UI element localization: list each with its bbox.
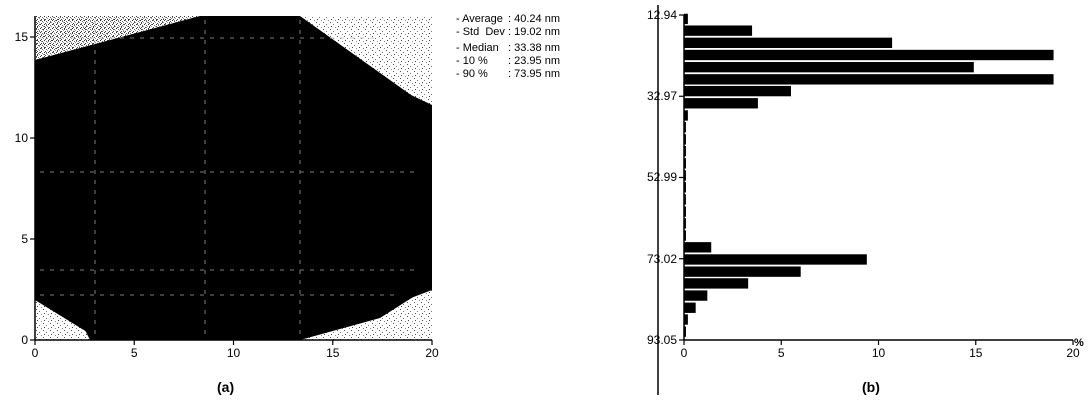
stat-name: - Average (456, 13, 503, 25)
histogram-bar (684, 13, 688, 25)
histogram-bar (684, 326, 686, 337)
histogram-bar (684, 254, 867, 265)
stat-name: - 90 % (456, 68, 488, 80)
histogram-bar (684, 158, 686, 169)
stat-name: - 10 % (456, 55, 488, 67)
histogram-bar (684, 278, 749, 289)
histogram-bar (684, 110, 688, 121)
histogram-x-tick-label: 20 (1066, 346, 1080, 360)
afm-image-dark-core (70, 16, 432, 340)
panel-a-label: (a) (217, 379, 235, 395)
histogram-x-tick-label: 15 (969, 346, 983, 360)
panel-b-label: (b) (862, 379, 880, 395)
histogram-bar (684, 134, 686, 145)
afm-x-ticks (34, 340, 433, 345)
histogram-bar (684, 230, 686, 241)
histogram-x-unit: % (1074, 337, 1084, 349)
stat-name: - Std Dev (456, 26, 505, 38)
stat-value: : 40.24 nm (508, 13, 560, 25)
histogram-bar (684, 194, 686, 205)
histogram-y-tick-label: 93.05 (646, 333, 677, 347)
histogram-bar (684, 302, 696, 313)
afm-x-tick-label: 5 (130, 346, 138, 360)
afm-y-tick-label: 10 (14, 131, 28, 145)
statistics-legend: - Average : 40.24 nm - Std Dev : 19.02 n… (456, 13, 568, 81)
afm-image-grid-lines (40, 20, 420, 335)
histogram-bar (684, 74, 1054, 85)
histogram-bar (684, 170, 686, 181)
histogram-bar (684, 85, 791, 97)
afm-y-ticks (30, 36, 35, 341)
stat-row-std-dev: - Std Dev : 19.02 nm (456, 26, 568, 39)
histogram-y-tick-label: 52.99 (646, 170, 677, 185)
histogram-y-tick-label: 73.02 (646, 251, 677, 266)
histogram-bar (684, 182, 686, 193)
stat-row-median: - Median : 33.38 nm (456, 42, 568, 55)
afm-x-tick-label: 10 (226, 346, 241, 360)
histogram-bar (684, 98, 758, 109)
histogram-bar (684, 25, 753, 36)
stat-value: : 23.95 nm (508, 55, 560, 67)
histogram-bar (684, 314, 688, 325)
stat-row-90-percent: - 90 % : 73.95 nm (456, 68, 568, 81)
histogram-y-tick-label: 12.94 (646, 8, 677, 22)
stat-value: : 33.38 nm (508, 42, 560, 54)
histogram-y-ticks (679, 14, 684, 341)
histogram-bar (684, 290, 708, 301)
histogram-bar (684, 145, 686, 157)
stat-row-10-percent: - 10 % : 23.95 nm (456, 55, 568, 68)
histogram-bar (684, 266, 801, 277)
stat-row-average: - Average : 40.24 nm (456, 13, 568, 26)
histogram-x-tick-label: 0 (680, 346, 688, 360)
afm-image (34, 16, 432, 341)
histogram-bar (684, 122, 686, 133)
afm-x-tick-label: 0 (31, 346, 39, 360)
stat-value: : 19.02 nm (508, 26, 560, 38)
histogram-bar (684, 37, 893, 49)
histogram-bars (684, 13, 1054, 337)
afm-x-tick-label: 15 (326, 346, 340, 360)
histogram-x-ticks (683, 340, 1074, 345)
histogram-bar (684, 61, 974, 73)
afm-x-tick-label: 20 (425, 346, 439, 360)
histogram-bar (684, 218, 686, 229)
histogram-x-tick-label: 5 (777, 346, 785, 360)
afm-y-tick-label: 0 (21, 333, 28, 347)
stat-name: - Median (456, 42, 499, 54)
histogram-bar (684, 206, 686, 217)
afm-y-tick-label: 15 (14, 30, 28, 44)
afm-y-tick-label: 5 (21, 232, 28, 246)
histogram-bar (684, 49, 1054, 61)
histogram-bar (684, 242, 712, 253)
histogram-y-tick-label: 32.97 (646, 89, 677, 104)
histogram-x-tick-label: 10 (871, 346, 886, 360)
stat-value: : 73.95 nm (508, 68, 560, 80)
